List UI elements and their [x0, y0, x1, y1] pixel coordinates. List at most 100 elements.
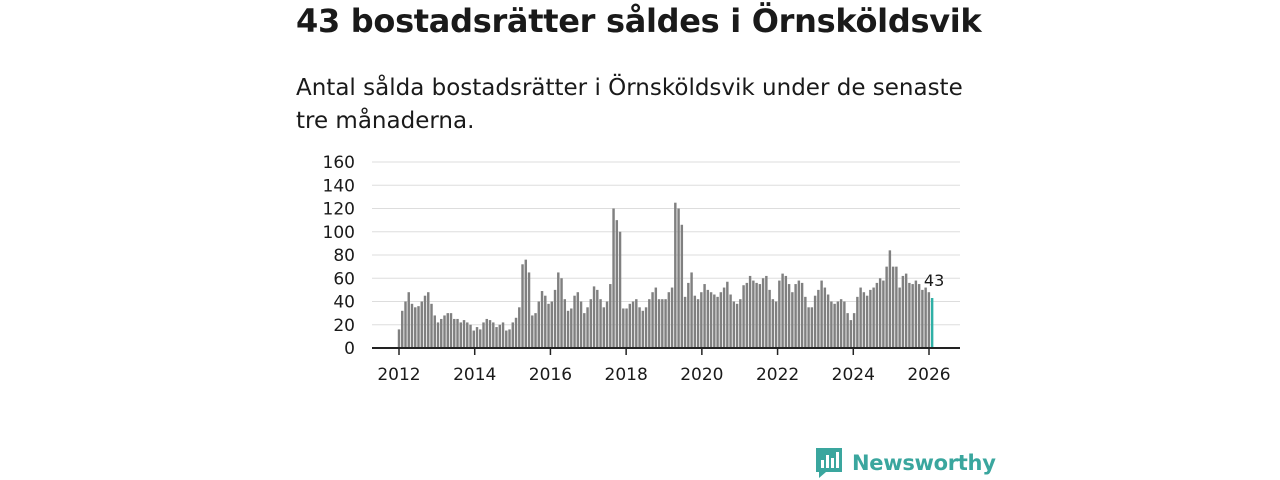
bar — [781, 273, 784, 348]
bar — [778, 280, 781, 348]
bar — [810, 307, 814, 348]
bar — [482, 322, 485, 348]
bar — [765, 275, 768, 348]
x-tick-label: 2020 — [680, 365, 723, 385]
bar — [583, 313, 586, 349]
newsworthy-logo-icon — [816, 448, 842, 478]
bar — [875, 282, 879, 348]
bar — [592, 286, 596, 348]
bar — [599, 299, 602, 348]
bars — [397, 202, 934, 349]
bar — [449, 313, 453, 349]
newsworthy-logo: Newsworthy — [814, 446, 996, 480]
bar — [813, 295, 817, 348]
bar — [423, 295, 427, 348]
bar — [469, 324, 472, 348]
bar — [427, 292, 430, 348]
bar — [820, 280, 823, 348]
bar — [472, 330, 475, 348]
bar — [456, 318, 459, 348]
bar — [716, 296, 719, 348]
bar — [755, 282, 758, 348]
bar — [479, 329, 482, 348]
bar — [752, 280, 755, 348]
chart-subtitle: Antal sålda bostadsrätter i Örnsköldsvik… — [296, 75, 963, 134]
bar — [687, 282, 690, 348]
bar — [768, 289, 771, 349]
bar — [856, 296, 859, 348]
bar — [605, 301, 609, 348]
y-tick-label: 0 — [344, 339, 355, 359]
bar — [579, 301, 583, 348]
bar — [628, 303, 632, 348]
bar — [722, 287, 726, 348]
bar — [589, 299, 593, 348]
bar — [761, 278, 765, 348]
bar — [882, 280, 885, 348]
bar — [914, 280, 918, 348]
y-tick-label: 120 — [323, 200, 355, 220]
x-axis-ticks: 2012 2014 2016 2018 2020 2022 2024 2026 — [377, 348, 951, 385]
bar — [735, 303, 739, 348]
bar — [830, 301, 833, 348]
bar — [726, 281, 729, 348]
chart-title: 43 bostadsrätter såldes i Örnsköldsvik — [296, 2, 982, 40]
bar — [521, 264, 524, 348]
bar — [901, 275, 905, 348]
bar — [774, 301, 778, 348]
bar — [433, 315, 436, 348]
bar — [898, 287, 901, 348]
bar — [885, 266, 888, 349]
bar — [833, 303, 836, 348]
bar — [453, 318, 456, 348]
bar — [924, 287, 927, 348]
bar — [683, 296, 687, 348]
bar — [540, 291, 544, 348]
bar — [609, 284, 612, 348]
bar — [524, 259, 527, 348]
bar — [648, 299, 651, 348]
bar — [573, 295, 576, 348]
bar — [859, 287, 862, 348]
bar — [618, 231, 622, 348]
bar — [534, 313, 537, 349]
bar — [560, 278, 563, 348]
bar — [550, 301, 554, 348]
bar — [436, 322, 440, 348]
bar — [420, 301, 423, 348]
bar — [836, 301, 840, 348]
bar — [784, 275, 788, 348]
bar — [674, 202, 677, 348]
bar — [625, 308, 628, 348]
bar — [440, 318, 443, 348]
bar — [696, 299, 700, 348]
bar — [664, 299, 667, 348]
bar — [709, 292, 713, 348]
bar — [917, 284, 921, 348]
bar — [508, 329, 511, 348]
bar — [544, 295, 547, 348]
y-tick-label: 80 — [333, 246, 355, 266]
bar — [466, 322, 469, 348]
y-tick-label: 100 — [323, 223, 355, 243]
bar — [800, 282, 804, 348]
bar — [527, 272, 531, 348]
bar — [563, 299, 567, 348]
bar — [635, 299, 638, 348]
bar — [570, 308, 573, 348]
y-axis-ticks: 0 20 40 60 80 100 120 140 160 — [323, 153, 355, 359]
bar — [693, 295, 697, 348]
bar — [443, 315, 446, 348]
bar — [612, 208, 615, 348]
bar — [576, 292, 580, 348]
bar — [518, 307, 521, 348]
bar — [690, 272, 693, 348]
bar — [401, 310, 404, 348]
bar — [823, 287, 827, 348]
bar — [878, 278, 882, 348]
bar — [677, 208, 680, 348]
bar — [492, 322, 495, 348]
bar — [826, 294, 830, 348]
bar — [488, 320, 492, 348]
bar — [414, 307, 417, 348]
